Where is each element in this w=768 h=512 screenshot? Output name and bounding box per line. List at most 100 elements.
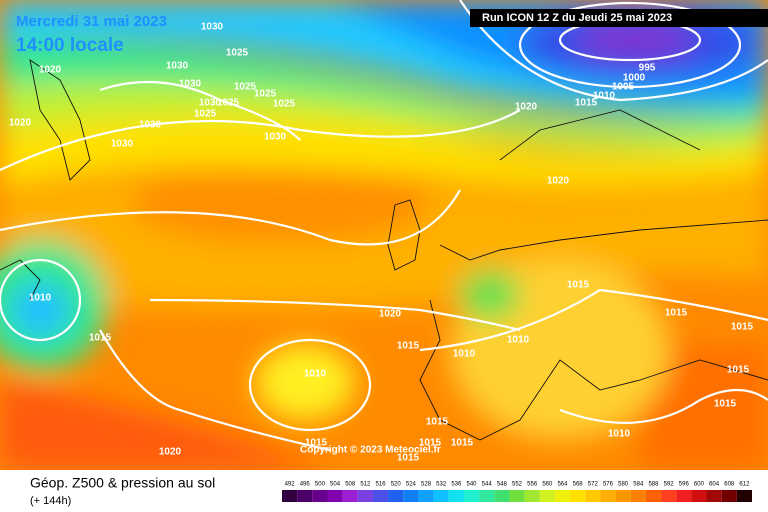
scale-label: 508 (345, 482, 356, 488)
scale-swatch (615, 490, 631, 502)
isobar-label: 1025 (217, 98, 240, 109)
scale-swatch (706, 490, 722, 502)
valid-time: 14:00 locale (16, 35, 124, 56)
isobar-label: 1025 (194, 109, 217, 120)
scale-label: 588 (648, 482, 659, 488)
valid-date: Mercredi 31 mai 2023 (16, 13, 167, 30)
isobar-label: 1020 (9, 118, 32, 129)
scale-label: 536 (451, 482, 462, 488)
isobar-label: 1030 (166, 61, 189, 72)
scale-swatch (418, 490, 434, 502)
scale-label: 552 (512, 482, 523, 488)
scale-label: 496 (300, 482, 311, 488)
isobar-label: 1005 (612, 82, 635, 93)
scale-label: 520 (391, 482, 402, 488)
scale-swatch (676, 490, 692, 502)
scale-swatch (600, 490, 616, 502)
scale-swatch (282, 490, 298, 502)
scale-label: 572 (588, 482, 599, 488)
scale-label: 580 (618, 482, 629, 488)
scale-label: 584 (633, 482, 644, 488)
scale-swatch (388, 490, 404, 502)
isobar-label: 1015 (397, 341, 420, 352)
scale-label: 568 (573, 482, 584, 488)
isobar-label: 1010 (608, 429, 631, 440)
scale-swatch (448, 490, 464, 502)
scale-label: 492 (285, 482, 296, 488)
isobar-label: 1025 (234, 82, 257, 93)
scale-swatch (357, 490, 373, 502)
isobar-label: 1020 (379, 309, 402, 320)
isobar-label: 1020 (159, 447, 182, 458)
scale-swatch (691, 490, 707, 502)
run-banner (470, 9, 768, 27)
lead-time: (+ 144h) (30, 495, 71, 507)
isobar-label: 1025 (254, 89, 277, 100)
isobar-label: 1010 (453, 349, 476, 360)
isobar-label: 1015 (575, 98, 598, 109)
scale-swatch (433, 490, 449, 502)
scale-label: 596 (679, 482, 690, 488)
isobar-label: 1030 (264, 132, 287, 143)
scale-label: 512 (360, 482, 371, 488)
isobar-label: 1020 (547, 176, 570, 187)
scale-swatch (524, 490, 540, 502)
isobar-label: 1015 (714, 399, 737, 410)
map: Run ICON 12 Z du Jeudi 25 mai 2023 Mercr… (0, 0, 768, 470)
scale-label: 516 (376, 482, 387, 488)
scale-swatch (736, 490, 752, 502)
isobar-label: 1010 (507, 335, 530, 346)
isobar-label: 995 (639, 63, 656, 74)
run-info: Run ICON 12 Z du Jeudi 25 mai 2023 (482, 12, 672, 24)
isobar-label: 1000 (623, 73, 646, 84)
scale-swatch (372, 490, 389, 502)
isobar-label: 1010 (304, 369, 327, 380)
isobar-label: 1015 (305, 438, 328, 449)
scale-label: 548 (497, 482, 508, 488)
scale-label: 524 (406, 482, 417, 488)
scale-label: 576 (603, 482, 614, 488)
isobar-label: 1010 (593, 91, 616, 102)
isobar-label: 1015 (89, 333, 112, 344)
scale-swatch (661, 490, 677, 502)
copyright: Copyright © 2023 Meteociel.fr (300, 445, 441, 456)
scale-swatch (327, 490, 343, 502)
scale-label: 504 (330, 482, 341, 488)
isobar-label: 1015 (426, 417, 449, 428)
scale-swatch (645, 490, 662, 502)
scale-label: 600 (694, 482, 705, 488)
scale-label: 560 (542, 482, 553, 488)
isobar-label: 1010 (29, 293, 52, 304)
scale-swatch (630, 490, 646, 502)
scale-label: 604 (709, 482, 720, 488)
isobar-label: 1020 (39, 65, 62, 76)
scale-swatch (554, 490, 571, 502)
isobars (0, 0, 768, 452)
isobar-label: 1015 (451, 438, 474, 449)
scale-swatch (585, 490, 601, 502)
scale-label: 608 (724, 482, 735, 488)
isobar-label: 1030 (179, 79, 202, 90)
isobar-label: 1025 (273, 99, 296, 110)
scale-swatch (403, 490, 419, 502)
scale-swatch (509, 490, 525, 502)
scale-label: 528 (421, 482, 432, 488)
scale-swatch (297, 490, 313, 502)
scale-label: 564 (557, 482, 568, 488)
scale-swatch (463, 490, 480, 502)
isobar-label: 1015 (665, 308, 688, 319)
isobar-label: 1015 (419, 438, 442, 449)
scale-swatch (494, 490, 510, 502)
scale-swatch (342, 490, 358, 502)
isobar-label: 1030 (199, 98, 222, 109)
scale-label: 612 (739, 482, 750, 488)
isobar-label: 1030 (111, 139, 134, 150)
coastlines (0, 59, 768, 441)
scale-label: 532 (436, 482, 447, 488)
isobar-label: 1015 (731, 322, 754, 333)
scale-swatch (479, 490, 495, 502)
scale-swatch (312, 490, 328, 502)
isobar-label: 1015 (727, 365, 750, 376)
isobar-label: 1015 (567, 280, 590, 291)
